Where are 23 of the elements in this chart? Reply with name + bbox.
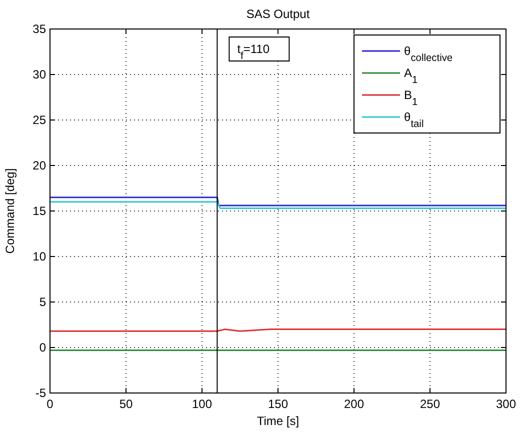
legend-label: θ$_{tail}$ <box>404 110 424 130</box>
y-tick-label: 10 <box>32 250 46 264</box>
x-tick-label: 200 <box>344 397 364 411</box>
x-tick-label: 50 <box>119 397 133 411</box>
x-tick-label: 250 <box>420 397 440 411</box>
annotation: t$_{f}$=110 <box>237 42 270 62</box>
y-tick-label: 25 <box>32 113 46 127</box>
y-tick-label: 15 <box>32 204 46 218</box>
legend-label: θ$_{collective}$ <box>404 44 453 64</box>
x-tick-label: 100 <box>192 397 212 411</box>
y-tick-label: 30 <box>32 68 46 82</box>
legend-label: B$_{1}$ <box>404 88 418 108</box>
y-tick-label: 5 <box>39 295 46 309</box>
x-tick-label: 300 <box>496 397 516 411</box>
y-tick-label: 20 <box>32 158 46 172</box>
y-axis-title: Command [deg] <box>3 168 17 254</box>
y-tick-label: 35 <box>32 22 46 36</box>
chart-title: SAS Output <box>246 7 310 21</box>
y-tick-label: -5 <box>35 386 46 400</box>
x-axis-title: Time [s] <box>256 414 300 428</box>
legend-label: A$_{1}$ <box>404 66 418 86</box>
y-tick-label: 0 <box>39 340 46 354</box>
x-tick-label: 150 <box>268 397 288 411</box>
